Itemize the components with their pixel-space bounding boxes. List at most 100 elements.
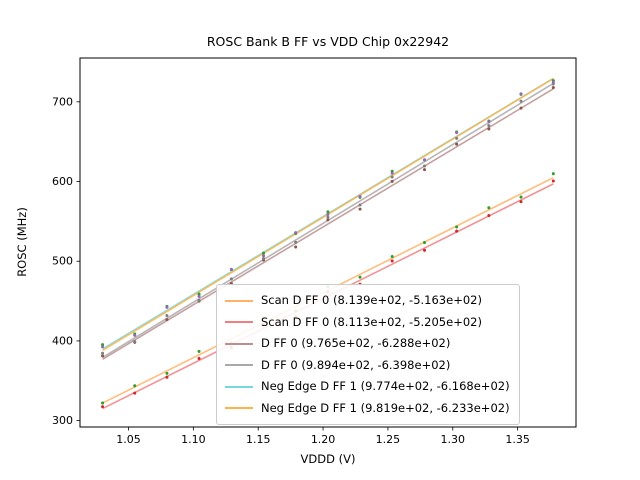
y-axis-label: ROSC (MHz) bbox=[15, 207, 29, 277]
legend-line-swatch bbox=[225, 299, 253, 302]
legend-line-swatch bbox=[225, 407, 253, 410]
x-tick-label: 1.35 bbox=[505, 433, 530, 446]
data-point bbox=[262, 254, 265, 258]
legend-item: Scan D FF 0 (8.113e+02, -5.205e+02) bbox=[225, 312, 510, 334]
data-point bbox=[229, 267, 233, 271]
data-point bbox=[423, 164, 426, 168]
data-point bbox=[358, 203, 362, 207]
data-point bbox=[390, 259, 394, 263]
x-axis-label: VDDD (V) bbox=[300, 452, 356, 466]
data-point bbox=[519, 106, 523, 110]
data-point bbox=[326, 210, 330, 214]
x-tick-label: 1.10 bbox=[181, 433, 206, 446]
data-point bbox=[487, 127, 491, 131]
data-point bbox=[455, 229, 459, 233]
legend-item: Neg Edge D FF 1 (9.819e+02, -6.233e+02) bbox=[225, 398, 510, 420]
legend-line-swatch bbox=[225, 385, 253, 388]
data-point bbox=[519, 92, 523, 96]
x-tick-label: 1.15 bbox=[246, 433, 271, 446]
data-point bbox=[165, 375, 169, 379]
data-point bbox=[326, 215, 330, 219]
legend-item-label: D FF 0 (9.765e+02, -6.288e+02) bbox=[261, 336, 451, 350]
data-point bbox=[165, 314, 169, 317]
axes-frame bbox=[79, 57, 577, 428]
data-point bbox=[294, 231, 298, 234]
legend-item: Neg Edge D FF 1 (9.774e+02, -6.168e+02) bbox=[225, 376, 510, 398]
data-point bbox=[487, 120, 491, 124]
data-point bbox=[262, 251, 265, 255]
data-point bbox=[197, 292, 201, 296]
y-tick-label: 400 bbox=[52, 334, 73, 347]
data-point bbox=[326, 213, 330, 216]
data-point bbox=[390, 255, 394, 258]
legend-item: D FF 0 (9.894e+02, -6.398e+02) bbox=[225, 355, 510, 377]
data-point bbox=[133, 333, 137, 337]
x-tick-label: 1.25 bbox=[376, 433, 401, 446]
data-point bbox=[165, 371, 169, 375]
data-point bbox=[455, 131, 459, 135]
y-tick-label: 500 bbox=[52, 255, 73, 268]
legend-item-label: D FF 0 (9.894e+02, -6.398e+02) bbox=[261, 357, 451, 372]
data-point bbox=[455, 142, 459, 146]
data-point bbox=[101, 401, 104, 405]
data-point bbox=[101, 343, 104, 347]
data-point bbox=[519, 195, 523, 199]
legend-item-label: Neg Edge D FF 1 (9.774e+02, -6.168e+02) bbox=[261, 379, 510, 393]
data-point bbox=[358, 275, 362, 279]
data-point bbox=[423, 248, 426, 252]
data-point bbox=[551, 172, 555, 176]
data-point bbox=[262, 257, 265, 261]
data-point bbox=[519, 99, 523, 103]
legend-line-swatch bbox=[225, 342, 253, 345]
data-point bbox=[358, 207, 362, 211]
data-point bbox=[423, 168, 426, 172]
data-point bbox=[455, 136, 459, 140]
data-point bbox=[197, 357, 201, 360]
y-tick-label: 600 bbox=[52, 175, 73, 188]
data-point bbox=[455, 225, 459, 229]
x-tick-label: 1.20 bbox=[311, 433, 336, 446]
data-point bbox=[294, 245, 298, 249]
fit-line bbox=[102, 88, 554, 360]
y-tick-label: 700 bbox=[52, 95, 73, 108]
data-point bbox=[165, 305, 169, 309]
legend-item: D FF 0 (9.765e+02, -6.288e+02) bbox=[225, 333, 510, 355]
data-point bbox=[390, 179, 394, 183]
data-point bbox=[390, 171, 394, 175]
y-tick-label: 300 bbox=[52, 414, 73, 427]
data-point bbox=[229, 277, 233, 281]
data-point bbox=[133, 340, 137, 343]
data-point bbox=[133, 391, 137, 395]
x-tick-label: 1.30 bbox=[441, 433, 466, 446]
x-tick-label: 1.05 bbox=[116, 433, 141, 446]
data-point bbox=[133, 384, 137, 388]
data-point bbox=[197, 350, 201, 353]
data-point bbox=[358, 194, 362, 198]
data-point bbox=[487, 214, 491, 218]
legend-item: Scan D FF 0 (8.139e+02, -5.163e+02) bbox=[225, 290, 510, 312]
legend-line-swatch bbox=[225, 321, 253, 324]
legend: Scan D FF 0 (8.139e+02, -5.163e+02) Scan … bbox=[216, 284, 520, 425]
data-point bbox=[165, 318, 169, 321]
data-point bbox=[551, 86, 555, 90]
data-point bbox=[101, 345, 104, 349]
legend-item-label: Scan D FF 0 (8.113e+02, -5.205e+02) bbox=[261, 314, 482, 329]
data-point bbox=[101, 351, 104, 355]
data-point bbox=[294, 240, 298, 244]
data-point bbox=[423, 241, 426, 244]
data-point bbox=[197, 299, 201, 302]
legend-line-swatch bbox=[225, 364, 253, 367]
data-point bbox=[487, 206, 491, 210]
data-point bbox=[326, 218, 330, 222]
legend-item-label: Neg Edge D FF 1 (9.819e+02, -6.233e+02) bbox=[261, 400, 510, 415]
data-point bbox=[101, 354, 104, 358]
chart-title: ROSC Bank B FF vs VDD Chip 0x22942 bbox=[206, 34, 450, 49]
legend-item-label: Scan D FF 0 (8.139e+02, -5.163e+02) bbox=[261, 293, 482, 307]
data-point bbox=[551, 179, 555, 183]
data-point bbox=[519, 200, 523, 204]
data-point bbox=[390, 175, 394, 179]
data-point bbox=[423, 158, 426, 162]
data-point bbox=[551, 80, 555, 84]
